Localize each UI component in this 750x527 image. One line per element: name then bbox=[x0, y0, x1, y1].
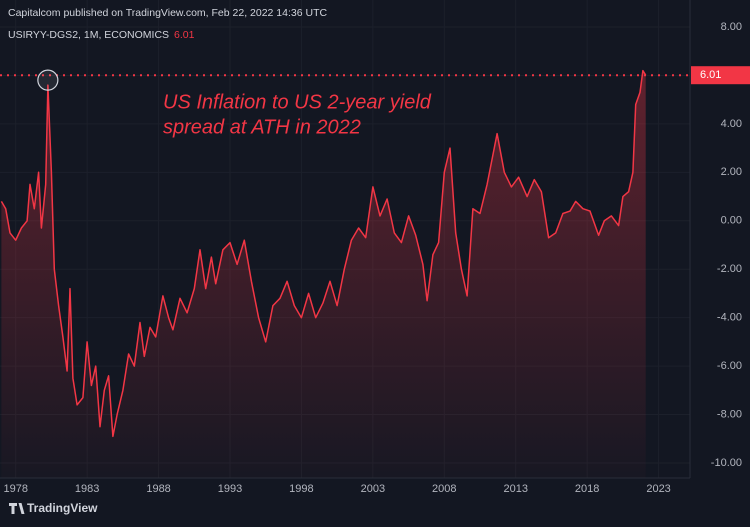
y-tick-label: -2.00 bbox=[717, 263, 742, 275]
annotation-line: US Inflation to US 2-year yield bbox=[163, 91, 432, 113]
y-tick-label: -8.00 bbox=[717, 408, 742, 420]
y-tick-label: -4.00 bbox=[717, 312, 742, 324]
x-tick-label: 2018 bbox=[575, 483, 599, 495]
y-tick-label: 8.00 bbox=[721, 21, 742, 33]
line bbox=[0, 69, 647, 438]
annotation-line: spread at ATH in 2022 bbox=[163, 116, 361, 138]
x-tick-label: 2008 bbox=[432, 483, 456, 495]
area bbox=[1, 70, 646, 478]
x-tick-label: 1988 bbox=[146, 483, 170, 495]
symbol-value: 6.01 bbox=[174, 29, 195, 41]
brand-logo bbox=[9, 503, 25, 514]
y-tick-label: -10.00 bbox=[711, 457, 742, 469]
last-value-label: 6.01 bbox=[700, 69, 721, 81]
y-tick-label: 0.00 bbox=[721, 215, 742, 227]
last-value-box bbox=[691, 66, 750, 85]
x-tick-label: 2013 bbox=[503, 483, 527, 495]
plot bbox=[0, 69, 690, 478]
header: Capitalcom published on TradingView.com,… bbox=[8, 7, 327, 19]
y-tick-label: 4.00 bbox=[721, 118, 742, 130]
x-tick-label: 1998 bbox=[289, 483, 313, 495]
y-tick-label: -6.00 bbox=[717, 360, 742, 372]
x-tick-label: 2003 bbox=[361, 483, 385, 495]
highlight-circle bbox=[37, 69, 59, 91]
y-tick-label: 2.00 bbox=[721, 166, 742, 178]
x-tick-label: 1978 bbox=[3, 483, 27, 495]
x-tick-label: 1983 bbox=[75, 483, 99, 495]
x-tick-label: 1993 bbox=[218, 483, 242, 495]
x-tick-label: 2023 bbox=[646, 483, 670, 495]
symbol: USIRYY-DGS2, 1M, ECONOMICS bbox=[8, 29, 169, 41]
brand: TradingView bbox=[27, 501, 98, 515]
